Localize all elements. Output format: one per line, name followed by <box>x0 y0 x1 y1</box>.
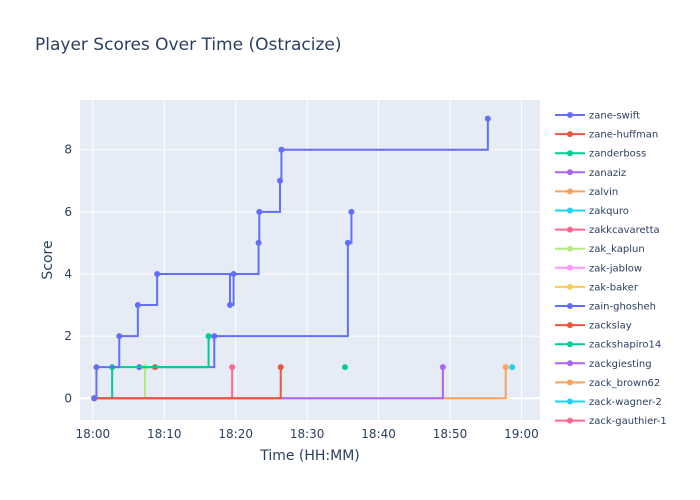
plot-area <box>80 100 540 420</box>
legend-label: zackgiesting <box>589 359 652 370</box>
data-point <box>509 364 516 371</box>
series-line <box>94 367 282 400</box>
series-zackshapiro14 <box>342 364 348 371</box>
legend-item[interactable]: zak_kaplun <box>555 244 645 255</box>
legend-marker <box>567 150 573 157</box>
legend-marker <box>567 207 573 214</box>
legend-marker <box>567 398 573 405</box>
data-point <box>93 364 100 371</box>
data-point <box>277 177 283 184</box>
y-tick-label: 2 <box>64 329 72 343</box>
data-point <box>278 146 285 153</box>
legend-marker <box>567 379 573 386</box>
chart-title: Player Scores Over Time (Ostracize) <box>35 35 342 55</box>
data-point <box>439 364 446 371</box>
data-point <box>154 270 161 277</box>
legend-marker <box>567 360 573 367</box>
legend-marker <box>567 303 573 309</box>
data-point <box>256 208 263 215</box>
legend-label: zack_brown62 <box>589 378 660 389</box>
legend-item[interactable]: zanderboss <box>555 149 646 160</box>
data-point <box>255 239 262 246</box>
legend-label: zackslay <box>589 321 632 332</box>
legend-marker <box>567 264 573 271</box>
legend-label: zakquro <box>589 206 629 217</box>
x-axis-title: Time (HH:MM) <box>259 448 360 464</box>
data-point <box>348 208 355 215</box>
legend-marker <box>567 322 573 329</box>
data-point <box>342 364 348 371</box>
legend-item[interactable]: zakkcavaretta <box>555 225 660 236</box>
legend-label: zack-gauthier-1 <box>589 416 667 427</box>
data-point <box>211 333 218 340</box>
x-tick-label: 18:00 <box>76 427 111 441</box>
legend-label: zain-ghosheh <box>589 302 656 313</box>
legend-marker <box>567 283 573 290</box>
legend-item[interactable]: zackslay <box>555 321 632 332</box>
y-axis-title: Score <box>40 240 56 279</box>
series-zane-swift <box>91 115 491 402</box>
x-tick-label: 18:30 <box>290 427 325 441</box>
legend-item[interactable]: zane-swift <box>555 111 640 122</box>
legend-marker <box>567 169 573 176</box>
x-tick-labels: 18:00 18:10 18:20 18:30 18:40 18:50 19:00 <box>76 427 539 441</box>
legend-item[interactable]: zackgiesting <box>555 359 652 370</box>
legend-label: zak-baker <box>589 282 639 293</box>
legend-marker <box>567 226 573 233</box>
x-tick-label: 18:40 <box>361 427 396 441</box>
legend-marker <box>567 112 573 118</box>
data-point <box>277 364 284 371</box>
data-point <box>134 302 141 309</box>
legend-item[interactable]: zackshapiro14 <box>555 340 661 351</box>
y-tick-label: 4 <box>64 267 72 281</box>
legend-item[interactable]: zak-baker <box>555 282 639 293</box>
legend-marker <box>567 188 573 195</box>
legend-marker <box>567 131 573 138</box>
y-tick-label: 6 <box>64 205 72 219</box>
x-tick-label: 18:10 <box>147 427 182 441</box>
legend-marker <box>567 417 573 424</box>
series-marks <box>91 115 516 402</box>
x-tick-label: 19:00 <box>504 427 539 441</box>
legend-item[interactable]: zain-ghosheh <box>555 302 656 313</box>
legend-item[interactable]: zakquro <box>555 206 629 217</box>
legend-marker <box>567 341 573 348</box>
legend-marker <box>567 245 573 252</box>
data-point <box>227 302 233 309</box>
y-tick-labels: 0 2 4 6 8 <box>64 143 72 406</box>
legend-label: zane-huffman <box>589 130 658 141</box>
legend-label: zack-wagner-2 <box>589 397 662 408</box>
legend-label: zanaziz <box>589 168 626 179</box>
legend-label: zackshapiro14 <box>589 340 661 351</box>
legend-label: zakkcavaretta <box>589 225 660 236</box>
data-point <box>91 395 98 402</box>
data-point <box>230 270 237 277</box>
x-tick-label: 18:20 <box>218 427 253 441</box>
legend-item[interactable]: zack-wagner-2 <box>555 397 662 408</box>
legend-label: zak_kaplun <box>589 244 645 255</box>
legend[interactable]: zane-swift zane-huffman zanderboss zanaziz z… <box>555 111 667 428</box>
legend-item[interactable]: zack-gauthier-1 <box>555 416 667 427</box>
legend-item[interactable]: zak-jablow <box>555 263 642 274</box>
series-line <box>139 211 353 369</box>
data-point <box>484 115 491 122</box>
data-point <box>344 239 351 246</box>
y-tick-label: 8 <box>64 143 72 157</box>
y-tick-label: 0 <box>64 391 72 405</box>
series-zakquro <box>509 364 516 371</box>
legend-label: zalvin <box>589 187 618 198</box>
legend-item[interactable]: zack_brown62 <box>555 378 660 389</box>
legend-item[interactable]: zane-huffman <box>555 130 658 141</box>
data-point <box>116 333 123 340</box>
legend-label: zak-jablow <box>589 263 642 274</box>
legend-item[interactable]: zalvin <box>555 187 618 198</box>
data-point <box>229 364 236 371</box>
data-point <box>205 333 212 340</box>
legend-label: zanderboss <box>589 149 646 160</box>
legend-label: zane-swift <box>589 111 640 122</box>
legend-item[interactable]: zanaziz <box>555 168 626 179</box>
x-tick-label: 18:50 <box>433 427 468 441</box>
data-point <box>502 364 509 371</box>
